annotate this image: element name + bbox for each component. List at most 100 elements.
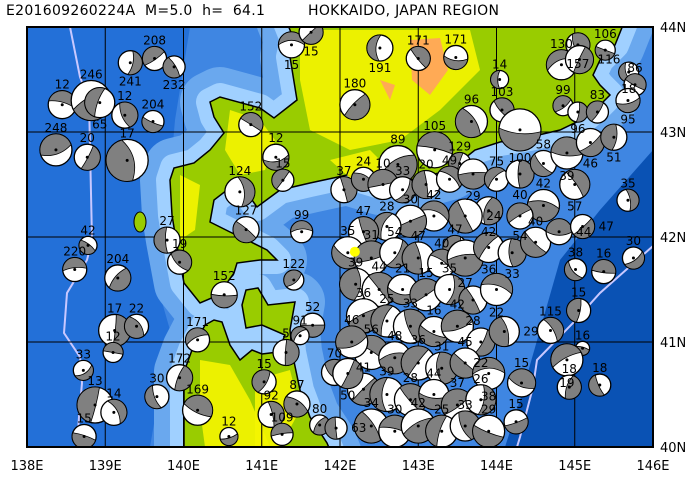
axis-dot — [471, 172, 475, 176]
axis-dot — [487, 372, 491, 375]
island-okushiri — [133, 211, 147, 233]
focal-mechanism — [440, 309, 475, 343]
axis-dot — [581, 346, 585, 350]
depth-label: 63 — [351, 421, 366, 435]
compression-quadrant — [78, 239, 96, 255]
focal-mechanism — [111, 101, 139, 129]
axis-dot — [238, 190, 242, 194]
depth-label: 57 — [567, 200, 582, 214]
focal-mechanism — [519, 226, 552, 258]
focal-mechanism — [339, 89, 371, 121]
depth-label: 47 — [411, 229, 426, 243]
depth-label: 12 — [105, 330, 120, 344]
depth-label: 204 — [106, 252, 129, 266]
depth-label: 24 — [356, 154, 371, 168]
axis-dot — [125, 158, 129, 162]
compression-quadrant — [102, 342, 124, 355]
depth-label: 46 — [583, 157, 598, 171]
depth-label: 42 — [426, 188, 441, 202]
depth-label: 17 — [120, 126, 135, 140]
axis-dot — [548, 328, 552, 332]
axis-dot — [518, 128, 522, 132]
axis-dot — [432, 330, 436, 333]
focal-mechanism — [526, 188, 561, 223]
axis-dot — [377, 288, 381, 291]
focal-mechanism — [165, 364, 194, 392]
depth-label: 39 — [559, 169, 574, 183]
depth-label: 116 — [598, 53, 621, 67]
axis-dot — [81, 368, 85, 372]
depth-label: 42 — [481, 225, 496, 239]
compression-quadrant — [174, 365, 193, 392]
axis-dot — [135, 324, 139, 328]
axis-dot — [559, 63, 563, 67]
focal-mechanism — [569, 213, 596, 240]
axis-dot — [565, 151, 569, 155]
compression-quadrant — [80, 145, 101, 171]
compression-quadrant — [290, 220, 314, 234]
focal-mechanism — [443, 44, 469, 71]
compression-quadrant — [39, 133, 72, 156]
axis-dot — [440, 429, 444, 433]
axis-dot — [463, 256, 467, 260]
axis-dot — [289, 43, 293, 47]
axis-dot — [518, 214, 522, 218]
axis-dot — [416, 424, 420, 428]
compression-quadrant — [488, 316, 510, 347]
epicenter-marker — [349, 246, 360, 257]
focal-mechanism — [505, 159, 535, 189]
depth-label: 22 — [129, 301, 144, 315]
compression-quadrant — [480, 273, 513, 295]
focal-mechanism — [162, 55, 186, 79]
depth-label: 34 — [364, 396, 379, 410]
compression-quadrant — [566, 298, 582, 323]
axis-dot — [361, 314, 365, 318]
bathymetry-layer — [27, 27, 653, 447]
compression-quadrant — [144, 384, 162, 409]
compression-quadrant — [441, 309, 474, 332]
focal-mechanism — [257, 400, 285, 429]
longitude-labels: 138E 139E 140E 141E 142E 143E 144E 145E 146E — [10, 459, 669, 474]
compression-quadrant — [124, 316, 145, 339]
depth-label: 50 — [340, 389, 355, 403]
compression-quadrant — [443, 55, 469, 70]
compression-quadrant — [550, 343, 582, 369]
axis-dot — [518, 172, 522, 176]
compression-quadrant — [425, 414, 448, 447]
plate-boundary-trench — [516, 245, 653, 447]
focal-mechanism — [416, 131, 454, 169]
axis-dot — [573, 183, 577, 186]
focal-mechanism — [479, 272, 514, 307]
depth-label: 20 — [418, 158, 433, 172]
depth-label: 5 — [282, 327, 290, 341]
focal-mechanism — [141, 109, 165, 134]
focal-mechanism — [472, 414, 506, 447]
depth-label: 42 — [80, 223, 95, 237]
depth-label: 44 — [426, 367, 441, 381]
axis-dot — [385, 319, 389, 323]
compression-quadrant — [142, 46, 165, 66]
axis-dot — [401, 288, 405, 291]
compression-quadrant — [367, 169, 399, 189]
axis-dot — [424, 293, 428, 297]
compression-quadrant — [484, 166, 506, 189]
focal-mechanism — [298, 27, 324, 45]
compression-quadrant — [498, 127, 542, 152]
focal-mechanism — [324, 416, 348, 440]
axis-dot — [284, 351, 288, 354]
compression-quadrant — [284, 339, 300, 366]
compression-quadrant — [615, 96, 641, 113]
depth-label: 29 — [523, 325, 538, 339]
axis-dot — [361, 230, 365, 234]
axis-dot — [588, 141, 592, 144]
depth-label: 15 — [76, 412, 91, 426]
depth-label: 31 — [434, 339, 449, 353]
depth-label: 12 — [268, 131, 283, 145]
axis-dot — [393, 429, 397, 433]
depth-label: 246 — [80, 68, 103, 82]
compression-quadrant — [483, 196, 504, 226]
compression-quadrant — [339, 267, 362, 301]
depth-label: 129 — [448, 140, 471, 154]
